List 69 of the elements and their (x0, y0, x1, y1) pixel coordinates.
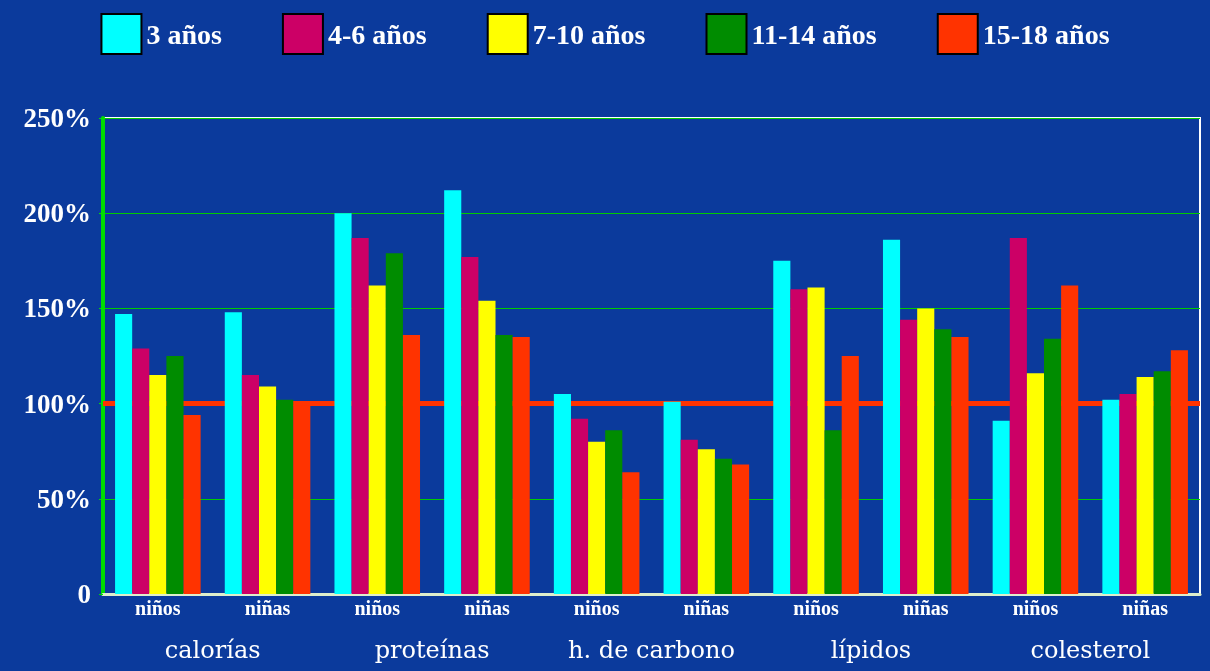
bar (115, 314, 133, 594)
bar (882, 239, 901, 594)
x-tick-label: niños (135, 597, 181, 619)
bar (334, 213, 352, 594)
x-tick-label: niños (573, 597, 620, 619)
bar (461, 256, 479, 594)
x-tick-label: niñas (1122, 597, 1169, 619)
bar (622, 472, 640, 594)
bar (241, 375, 259, 594)
bar (773, 260, 791, 594)
text: calorías (164, 636, 261, 664)
bar (1026, 373, 1045, 594)
bar (224, 312, 242, 594)
bar (276, 399, 294, 594)
bar (900, 319, 918, 594)
legend-label: 4-6 años (327, 18, 427, 50)
bar (478, 300, 496, 594)
x-tick-label: niños (354, 597, 401, 619)
y-tick-label: 50% (37, 483, 91, 514)
bar (444, 190, 462, 594)
bar (553, 394, 571, 594)
bar (934, 329, 952, 594)
bar (807, 287, 825, 594)
text: proteínas (374, 636, 490, 664)
bar (495, 335, 513, 594)
bar (714, 458, 733, 594)
bar (166, 356, 184, 594)
bar (1044, 338, 1062, 594)
bar (385, 253, 403, 594)
bar (1136, 376, 1154, 594)
bar (663, 401, 681, 594)
bar (1102, 399, 1120, 594)
x-tick-label: niños (793, 597, 840, 619)
x-tick-label: niñas (683, 597, 730, 619)
bar (680, 439, 698, 594)
bar (183, 415, 201, 594)
bar (992, 420, 1010, 594)
legend-label: 7-10 años (532, 18, 646, 50)
bar (917, 308, 935, 594)
bar (258, 386, 277, 594)
bar (1153, 371, 1171, 594)
y-tick-label: 250% (23, 103, 91, 133)
bar (588, 441, 606, 594)
bar (132, 348, 150, 594)
x-tick-label: niñas (244, 597, 291, 619)
bar (149, 375, 167, 594)
x-tick-label: niñas (464, 597, 510, 619)
bar (351, 237, 369, 594)
bar (697, 449, 715, 594)
bar (570, 418, 589, 594)
legend-label: 11-14 años (751, 18, 877, 50)
y-tick-label: 0 (77, 579, 91, 609)
bar (1009, 237, 1027, 594)
text: lípidos (830, 636, 912, 664)
bar (1119, 394, 1137, 594)
bar (732, 464, 750, 594)
x-tick-label: niñas (902, 597, 949, 619)
text: colesterol (1030, 636, 1151, 664)
y-tick-label: 100% (23, 388, 91, 419)
legend-label: 3 años (146, 18, 223, 50)
bar (824, 430, 842, 594)
legend-label: 15-18 años (982, 18, 1110, 50)
bar (605, 430, 623, 594)
y-tick-label: 150% (23, 293, 91, 324)
x-tick-label: niños (1012, 597, 1059, 619)
y-tick-label: 200% (23, 198, 91, 229)
bar (790, 289, 808, 594)
bar (368, 285, 386, 594)
text: h. de carbono (568, 636, 735, 664)
